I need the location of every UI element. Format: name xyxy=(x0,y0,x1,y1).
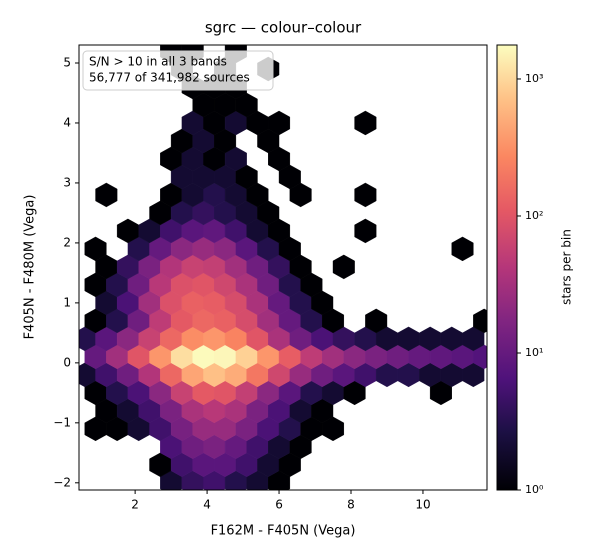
hex-bin xyxy=(332,254,355,280)
hex-bin xyxy=(365,308,388,334)
annotation-line: 56,777 of 341,982 sources xyxy=(89,71,250,85)
x-tick-label: 6 xyxy=(275,498,283,512)
colorbar xyxy=(496,44,518,491)
y-tick-label: −2 xyxy=(53,475,71,489)
y-tick-label: 0 xyxy=(63,355,71,369)
x-tick-label: 10 xyxy=(415,498,430,512)
colorbar-tick-label: 10³ xyxy=(525,72,543,85)
axes-frame xyxy=(78,44,488,491)
hex-bin xyxy=(268,110,291,136)
annotation-line: S/N > 10 in all 3 bands xyxy=(89,55,227,69)
y-tick-label: 2 xyxy=(63,235,71,249)
y-axis-label: F405N - F480M (Vega) xyxy=(23,195,38,340)
y-tick-label: 5 xyxy=(63,55,71,69)
x-tick-label: 8 xyxy=(347,498,355,512)
hex-bin xyxy=(354,218,377,244)
colorbar-tick-label: 10⁰ xyxy=(525,483,544,496)
x-tick-label: 4 xyxy=(203,498,211,512)
x-tick-label: 2 xyxy=(131,498,139,512)
colorbar-label: stars per bin xyxy=(560,229,574,305)
colorbar-tick-label: 10¹ xyxy=(525,346,543,359)
colorbar-tick-label: 10² xyxy=(525,209,543,222)
hex-bin xyxy=(84,236,107,262)
hex-bin xyxy=(354,110,377,136)
hex-bin xyxy=(95,182,118,208)
y-tick-label: 4 xyxy=(63,115,71,129)
hexbin xyxy=(79,45,487,490)
y-tick-label: 1 xyxy=(63,295,71,309)
chart-title: sgrc — colour–colour xyxy=(205,19,362,37)
y-tick-label: 3 xyxy=(63,175,71,189)
x-axis-label: F162M - F405N (Vega) xyxy=(211,524,356,539)
hex-bin xyxy=(354,182,377,208)
annotation-box xyxy=(82,50,274,91)
hex-bin xyxy=(473,308,487,334)
y-tick-label: −1 xyxy=(53,415,71,429)
hex-bin xyxy=(451,236,474,262)
